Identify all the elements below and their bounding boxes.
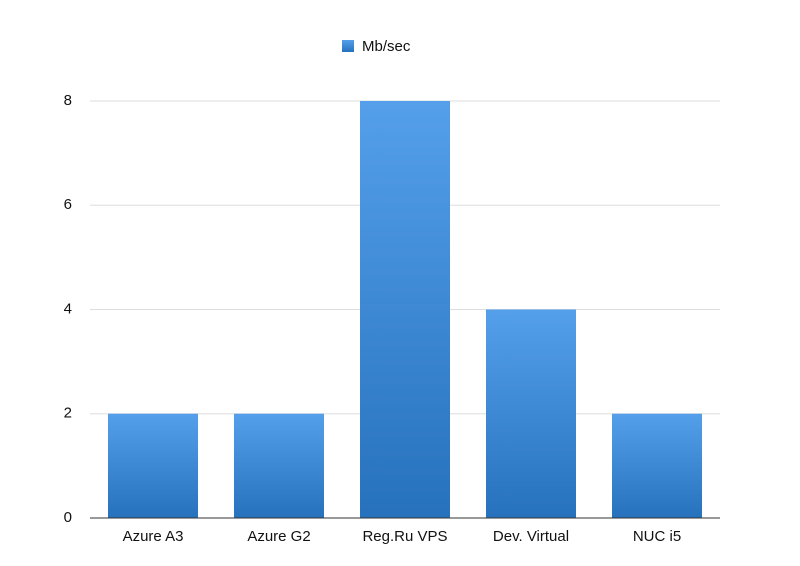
y-tick-label: 0	[64, 509, 72, 526]
x-tick-label: Azure A3	[123, 528, 184, 545]
x-tick-label: NUC i5	[633, 528, 681, 545]
x-tick-label: Dev. Virtual	[493, 528, 569, 545]
bar-shade	[612, 413, 702, 518]
bar-shade	[360, 101, 450, 518]
bar-shade	[234, 413, 324, 518]
x-tick-label: Reg.Ru VPS	[362, 528, 447, 545]
y-tick-label: 2	[64, 405, 72, 422]
legend-label: Mb/sec	[362, 38, 411, 55]
y-tick-label: 6	[64, 196, 72, 213]
x-tick-label: Azure G2	[247, 528, 310, 545]
y-tick-label: 4	[64, 300, 72, 317]
bar-shade	[486, 309, 576, 518]
y-tick-label: 8	[64, 92, 72, 109]
legend-swatch-shade	[342, 40, 354, 52]
bar-shade	[108, 413, 198, 518]
